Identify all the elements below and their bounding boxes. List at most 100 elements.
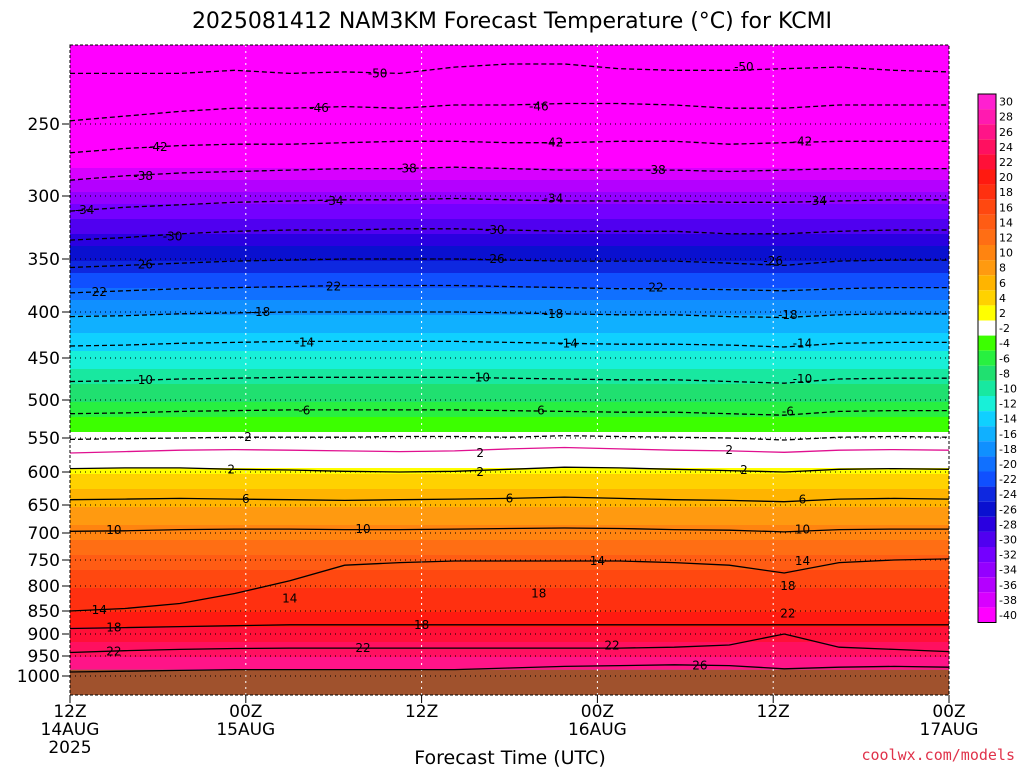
temperature-band	[70, 483, 949, 487]
contour-line	[70, 228, 949, 241]
temperature-band	[70, 618, 949, 622]
temperature-band	[70, 96, 949, 100]
contour-label: 14	[92, 603, 107, 617]
temperature-band	[70, 540, 949, 544]
temperature-band	[70, 201, 949, 205]
contour-label: -14	[793, 336, 813, 350]
temperature-band	[70, 642, 949, 646]
temperature-band	[70, 93, 949, 97]
temperature-band	[70, 510, 949, 514]
colorbar-label: -28	[999, 518, 1017, 531]
contour-line	[70, 435, 949, 441]
y-tick-label: 1000	[17, 667, 60, 687]
temperature-band	[70, 192, 949, 196]
temperature-band	[70, 351, 949, 355]
temperature-band	[70, 321, 949, 325]
temperature-band	[70, 354, 949, 358]
temperature-band	[70, 582, 949, 586]
contour-label: -50	[368, 66, 388, 80]
grid-lines	[70, 45, 949, 695]
colorbar-frame	[977, 93, 997, 623]
contour-label: -18	[778, 308, 798, 322]
temperature-band	[70, 450, 949, 454]
temperature-band	[70, 237, 949, 241]
colorbar-swatch	[978, 411, 996, 427]
temperature-band	[70, 612, 949, 616]
contour-label: 22	[780, 606, 795, 620]
temperature-band	[70, 99, 949, 103]
temperature-band	[70, 273, 949, 277]
contour-line	[70, 340, 949, 348]
contour-label: -26	[133, 257, 153, 271]
temperature-band	[70, 261, 949, 265]
temperature-band	[70, 579, 949, 583]
temperature-band	[70, 630, 949, 634]
temperature-band	[70, 402, 949, 406]
temperature-band	[70, 189, 949, 193]
temperature-band	[70, 357, 949, 361]
temperature-band	[70, 279, 949, 283]
x-tick-label: 12Z	[405, 702, 438, 722]
contour-line	[70, 376, 949, 384]
colorbar-swatch	[978, 577, 996, 593]
y-tick-label: 600	[28, 463, 60, 483]
colorbar-swatch	[978, 109, 996, 125]
temperature-band	[70, 513, 949, 517]
temperature-band	[70, 312, 949, 316]
temperature-band	[70, 294, 949, 298]
y-tick-label: 700	[28, 524, 60, 544]
temperature-band	[70, 597, 949, 601]
temperature-band	[70, 150, 949, 154]
temperature-band	[70, 444, 949, 448]
temperature-band	[70, 147, 949, 151]
temperature-band	[70, 399, 949, 403]
contour-label: 6	[242, 492, 250, 506]
temperature-band	[70, 363, 949, 367]
temperature-band	[70, 231, 949, 235]
temperature-band	[70, 627, 949, 631]
temperature-band	[70, 429, 949, 433]
contour-line	[70, 197, 949, 212]
contour-label: -10	[133, 373, 153, 387]
temperature-band	[70, 141, 949, 145]
temperature-band	[70, 441, 949, 445]
temperature-band	[70, 639, 949, 643]
temperature-band	[70, 570, 949, 574]
temperature-band	[70, 81, 949, 85]
y-tick-label: 950	[28, 647, 60, 667]
temperature-band	[70, 651, 949, 655]
colorbar-label: -8	[999, 367, 1010, 380]
colorbar-label: 6	[999, 277, 1006, 290]
temperature-band	[70, 111, 949, 115]
contour-label: -14	[295, 335, 315, 349]
chart-title: 2025081412 NAM3KM Forecast Temperature (…	[192, 9, 832, 34]
colorbar-swatch	[978, 139, 996, 155]
temperature-band	[70, 135, 949, 139]
contour-label: 10	[355, 522, 370, 536]
y-tick-label: 400	[28, 303, 60, 323]
temperature-band	[70, 270, 949, 274]
y-tick-label: 550	[28, 429, 60, 449]
temperature-band	[70, 360, 949, 364]
contour-label: -10	[793, 372, 813, 386]
colorbar-swatch	[978, 441, 996, 457]
temperature-band	[70, 534, 949, 538]
temperature-band	[70, 138, 949, 142]
contour-label: 2	[476, 446, 484, 460]
temperature-band	[70, 375, 949, 379]
contour-label: -14	[558, 336, 578, 350]
temperature-band	[70, 225, 949, 229]
temperature-band	[70, 324, 949, 328]
temperature-band	[70, 588, 949, 592]
colorbar-swatch	[978, 471, 996, 487]
contour-label: 2	[476, 465, 484, 479]
colorbar-label: -20	[999, 458, 1017, 471]
temperature-band	[70, 438, 949, 442]
temperature-band	[70, 288, 949, 292]
colorbar-swatch	[978, 214, 996, 230]
colorbar-label: -6	[999, 352, 1010, 365]
temperature-band	[70, 525, 949, 529]
contour-label: -46	[309, 101, 329, 115]
temperature-band	[70, 60, 949, 64]
temperature-band	[70, 477, 949, 481]
